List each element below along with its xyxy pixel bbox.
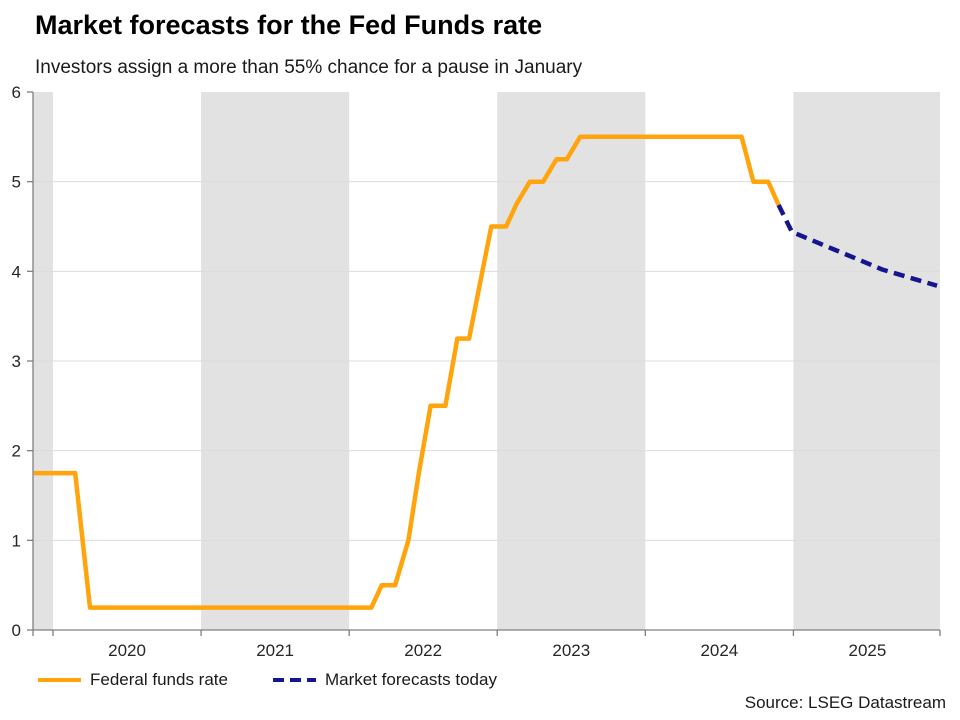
legend-swatch-dashed-line: [273, 678, 316, 682]
y-tick-label: 2: [12, 442, 21, 461]
fed-funds-line: [33, 134, 781, 610]
legend-item-federal-funds-rate: Federal funds rate: [38, 668, 228, 692]
legend-label: Market forecasts today: [325, 670, 497, 689]
x-tick-label: 2025: [849, 641, 887, 660]
y-tick-label: 0: [12, 621, 21, 640]
forecast-line: [776, 204, 938, 288]
y-tick-label: 3: [12, 352, 21, 371]
source-credit: Source: LSEG Datastream: [744, 693, 946, 712]
chart-subtitle: Investors assign a more than 55% chance …: [35, 57, 583, 78]
legend-swatch-solid-line: [38, 678, 81, 682]
legend-item-market-forecasts: Market forecasts today: [273, 668, 497, 692]
chart-legend: Federal funds rate Market forecasts toda…: [0, 668, 960, 692]
y-tick-label: 5: [12, 173, 21, 192]
legend-label: Federal funds rate: [90, 670, 228, 689]
y-tick-label: 6: [12, 83, 21, 102]
x-tick-label: 2021: [256, 641, 294, 660]
x-tick-label: 2022: [404, 641, 442, 660]
x-tick-label: 2023: [552, 641, 590, 660]
y-tick-label: 4: [12, 262, 21, 281]
chart-title: Market forecasts for the Fed Funds rate: [35, 10, 543, 40]
x-tick-label: 2020: [108, 641, 146, 660]
x-tick-label: 2024: [700, 641, 738, 660]
y-tick-label: 1: [12, 531, 21, 550]
